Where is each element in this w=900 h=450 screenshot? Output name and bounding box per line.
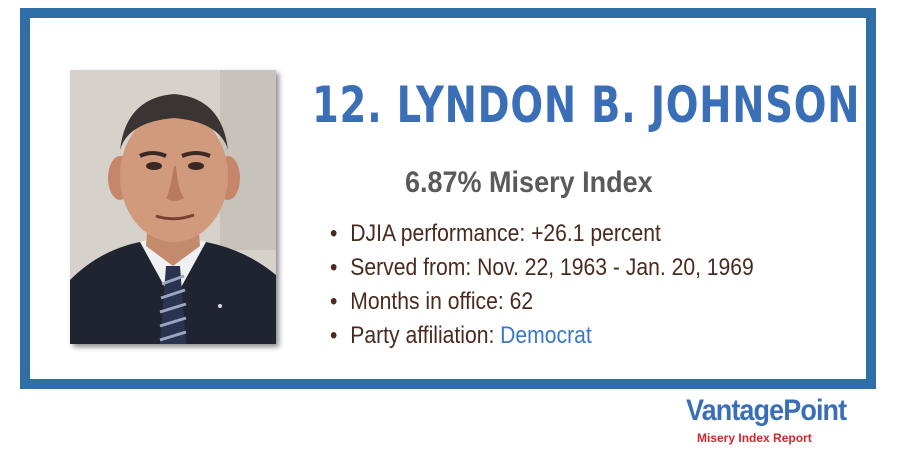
facts-list: DJIA performance: +26.1 percent Served f…	[330, 217, 754, 353]
vantagepoint-logo: VantagePoint	[686, 394, 847, 427]
fact-label: Party affiliation:	[350, 322, 495, 349]
fact-party: Party affiliation: Democrat	[330, 319, 754, 353]
misery-index-subtitle: 6.87% Misery Index	[405, 166, 653, 199]
fact-value: +26.1 percent	[531, 220, 661, 247]
fact-value-party: Democrat	[500, 322, 592, 349]
page-title: 12. LYNDON B. JOHNSON	[312, 76, 861, 134]
logo-tagline: Misery Index Report	[697, 431, 812, 445]
fact-djia: DJIA performance: +26.1 percent	[330, 217, 754, 251]
portrait-photo	[70, 70, 276, 344]
portrait-illustration	[70, 70, 276, 344]
info-card: 12. LYNDON B. JOHNSON 6.87% Misery Index…	[20, 8, 876, 389]
fact-value: 62	[509, 288, 534, 315]
fact-value: Nov. 22, 1963 - Jan. 20, 1969	[477, 254, 754, 281]
fact-label: Served from:	[350, 254, 472, 281]
fact-served: Served from: Nov. 22, 1963 - Jan. 20, 19…	[330, 251, 754, 285]
fact-label: Months in office:	[350, 288, 504, 315]
fact-months: Months in office: 62	[330, 285, 754, 319]
fact-label: DJIA performance:	[350, 220, 526, 247]
